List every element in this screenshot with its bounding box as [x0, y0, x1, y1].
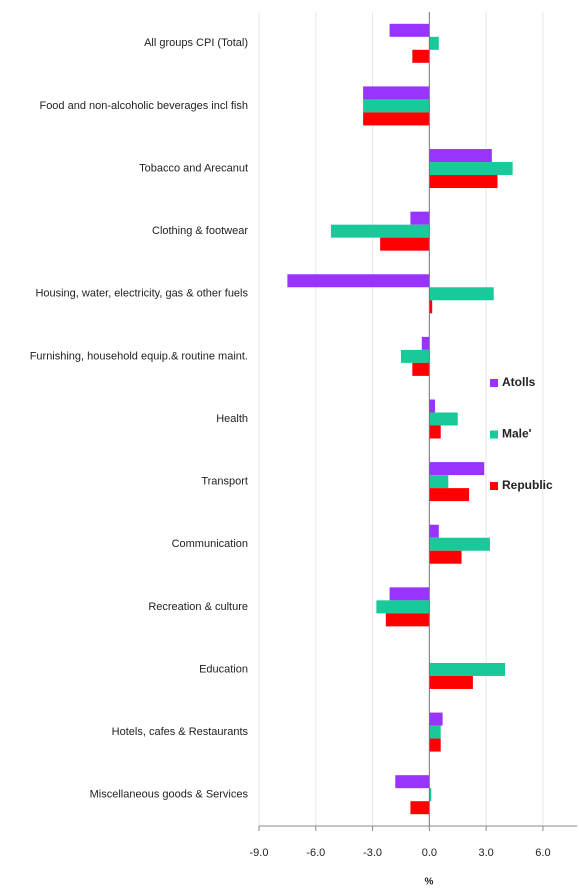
bar: [429, 550, 462, 564]
category-label: Furnishing, household equip.& routine ma…: [30, 350, 248, 362]
category-label: Communication: [172, 538, 248, 550]
bar: [412, 362, 430, 376]
bar: [429, 488, 470, 502]
category-label: Miscellaneous goods & Services: [90, 789, 249, 801]
legend-label: Atolls: [502, 375, 536, 389]
x-tick-label: 6.0: [535, 847, 550, 859]
bar: [429, 399, 436, 413]
category-label: Clothing & footwear: [152, 225, 248, 237]
bar: [429, 175, 498, 189]
bar: [429, 738, 441, 752]
x-axis-label: %: [425, 877, 434, 888]
x-tick-label: -9.0: [250, 847, 269, 859]
bar: [429, 537, 490, 551]
bar: [395, 775, 430, 789]
bar: [363, 99, 430, 113]
legend-swatch: [490, 430, 498, 439]
bar: [429, 524, 439, 538]
bar: [429, 475, 449, 489]
bar: [429, 662, 506, 676]
bar: [429, 412, 458, 426]
bar: [429, 675, 473, 689]
bar: [330, 224, 430, 238]
category-label: Transport: [201, 476, 248, 488]
bar: [429, 425, 441, 439]
x-tick-label: -6.0: [306, 847, 325, 859]
legend-label: Republic: [502, 478, 553, 492]
bar: [363, 86, 430, 100]
bar: [389, 587, 430, 601]
category-label: Hotels, cafes & Restaurants: [112, 726, 249, 738]
bar: [400, 349, 430, 363]
bar: [363, 112, 430, 126]
bar: [429, 300, 433, 314]
bar: [412, 49, 430, 63]
bar: [429, 712, 443, 726]
x-tick-label: 0.0: [422, 847, 437, 859]
x-tick-label: -3.0: [363, 847, 382, 859]
category-label: Housing, water, electricity, gas & other…: [35, 288, 248, 300]
bar: [389, 23, 430, 37]
bar: [429, 788, 432, 802]
bar: [376, 600, 430, 614]
bar: [429, 462, 485, 476]
bar: [429, 36, 439, 50]
category-label: Health: [216, 413, 248, 425]
bar: [429, 725, 441, 739]
bar: [410, 211, 430, 225]
legend-swatch: [490, 379, 498, 387]
bar: [410, 801, 430, 815]
category-label: Recreation & culture: [148, 601, 248, 613]
bar: [287, 274, 430, 288]
bar: [429, 149, 492, 163]
bar: [385, 613, 430, 627]
category-label: Tobacco and Arecanut: [139, 162, 248, 174]
x-tick-label: 3.0: [478, 847, 493, 859]
bar: [380, 237, 430, 251]
category-label: Food and non-alcoholic beverages incl fi…: [39, 100, 248, 112]
category-label: All groups CPI (Total): [144, 37, 248, 49]
category-label: Education: [199, 663, 248, 675]
legend-swatch: [490, 482, 498, 490]
bar: [421, 336, 430, 350]
bar: [429, 287, 494, 301]
legend-label: Male': [502, 427, 532, 441]
bar: [429, 162, 513, 176]
